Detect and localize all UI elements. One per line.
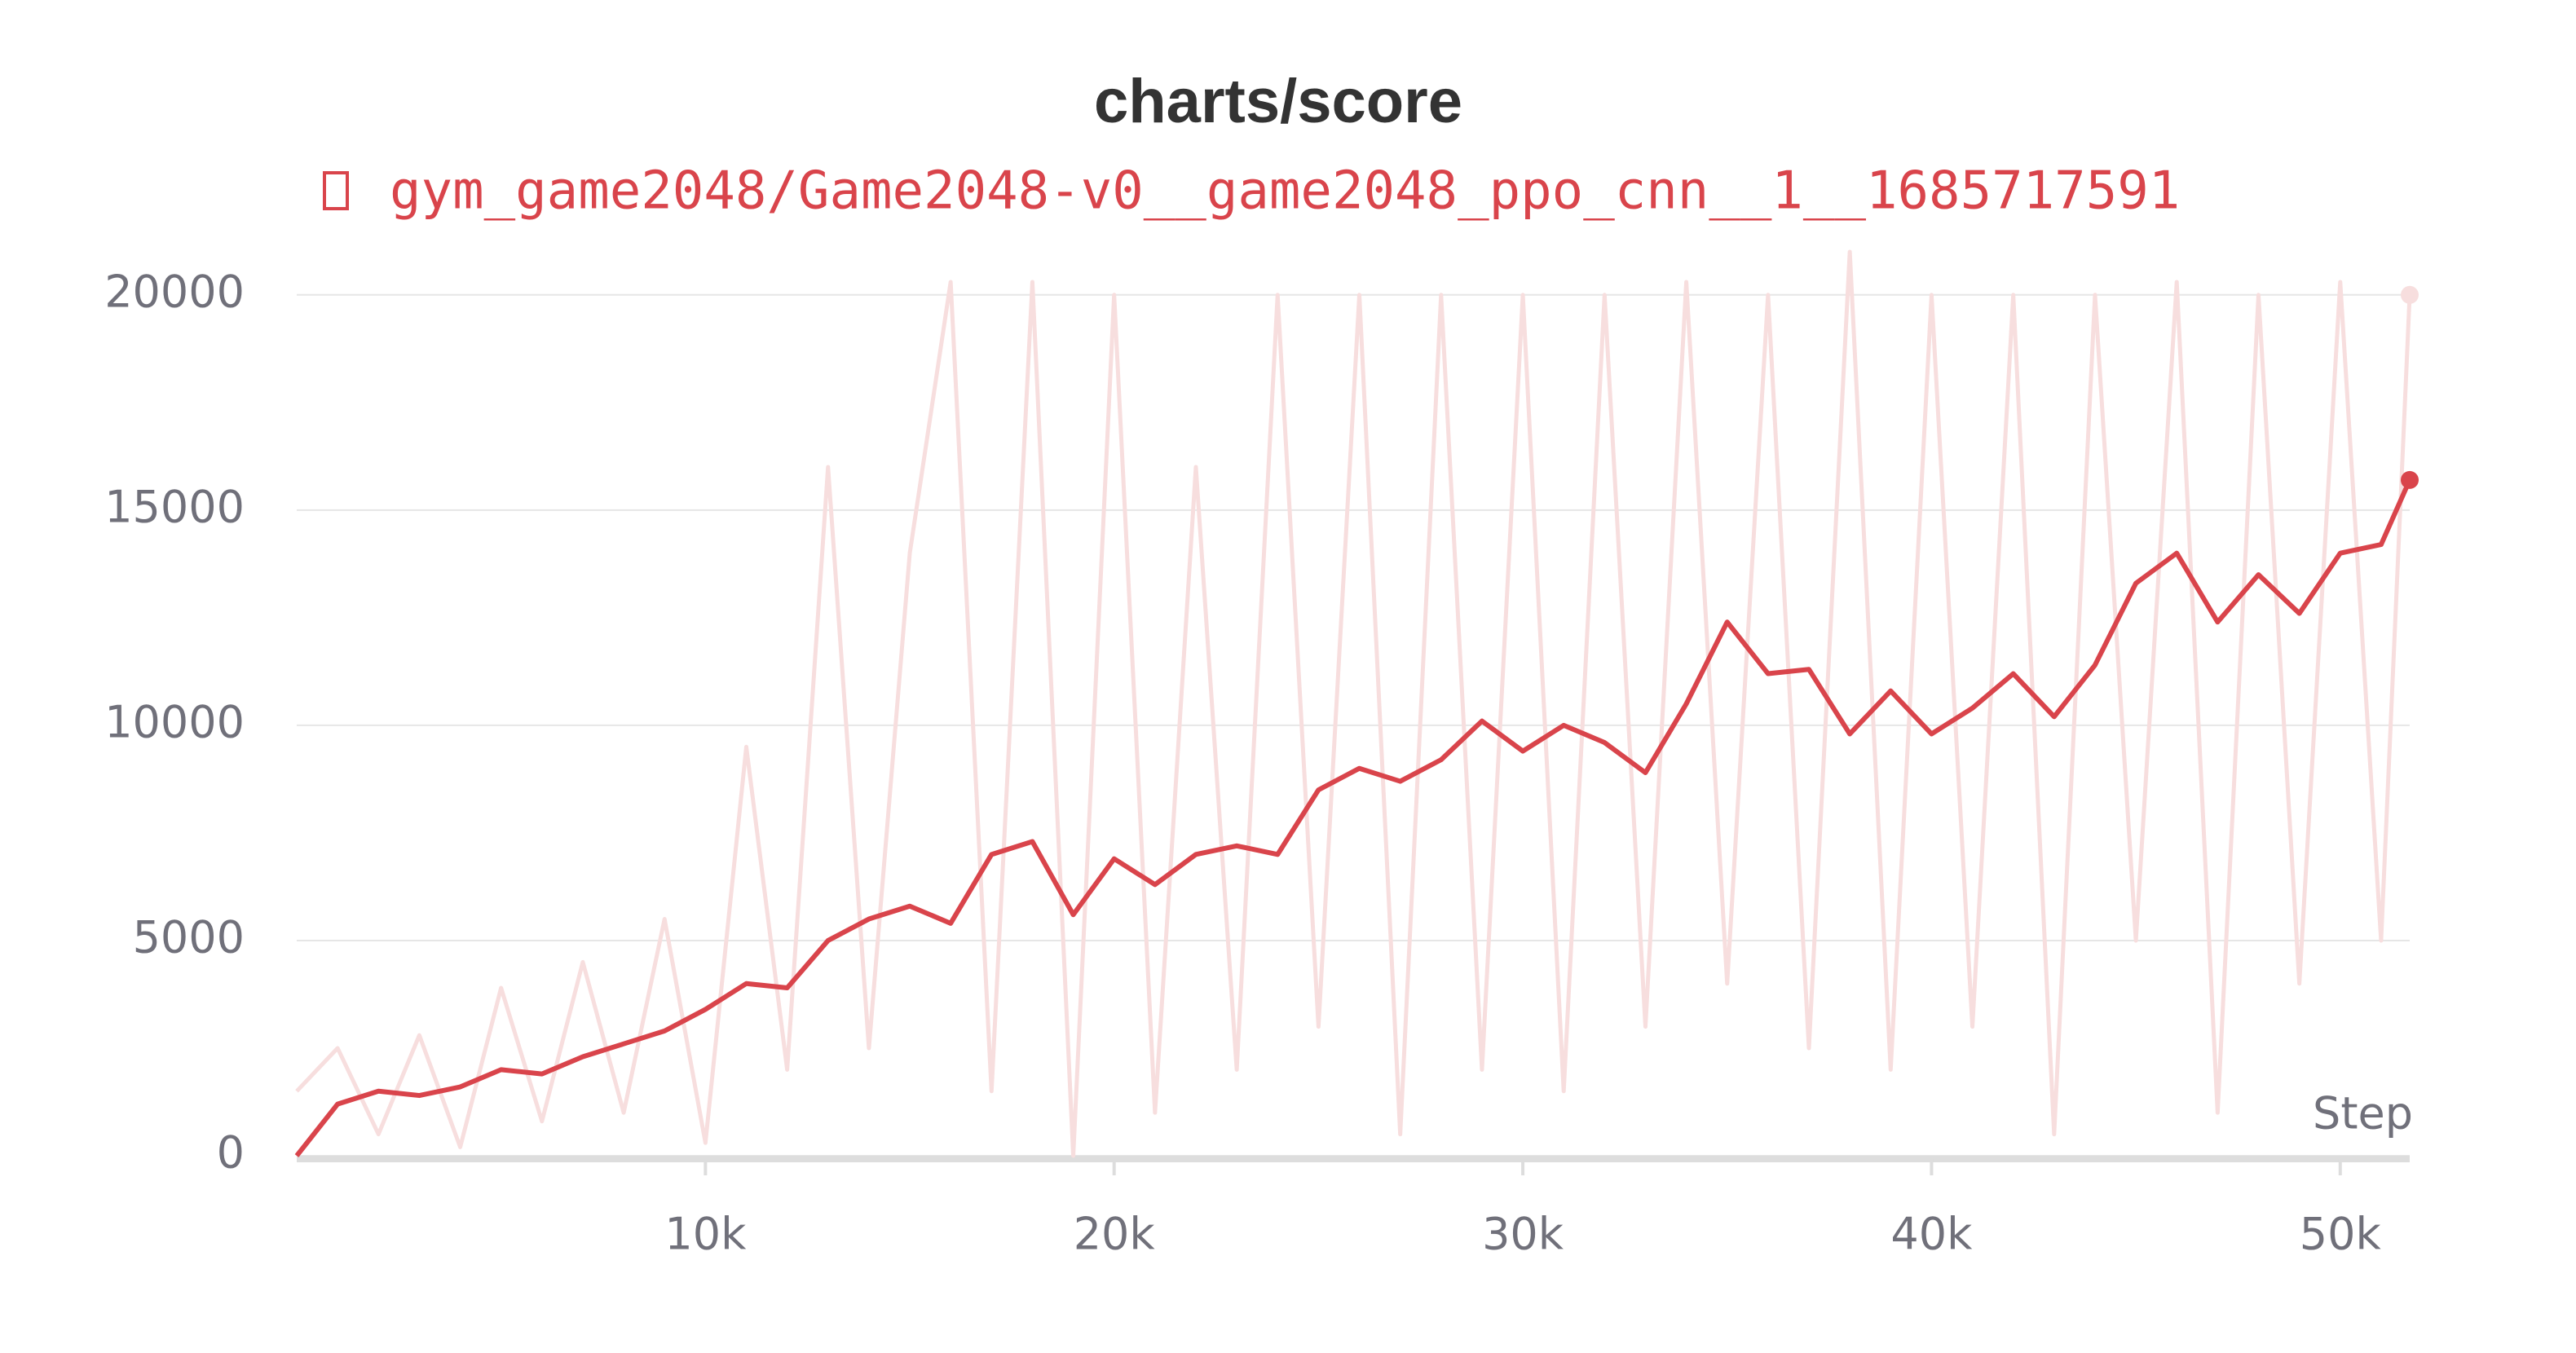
y-tick-label: 10000 [104, 697, 245, 748]
y-tick-label: 5000 [133, 912, 245, 963]
smoothed-line-end [2401, 470, 2419, 489]
chart-title: charts/score [1094, 67, 1462, 136]
y-tick-label: 0 [217, 1127, 245, 1179]
raw-line-end [2401, 285, 2419, 304]
x-tick-label: 40k [1890, 1209, 1973, 1260]
legend-icon [323, 171, 349, 210]
x-tick-label: 10k [664, 1209, 747, 1260]
y-tick-label: 20000 [104, 266, 245, 317]
smoothed-line [294, 478, 2412, 1157]
legend-label: gym_game2048/Game2048-v0__game2048_ppo_c… [390, 161, 2180, 222]
x-tick-label: 20k [1074, 1209, 1156, 1260]
x-tick-label: 50k [2300, 1209, 2382, 1260]
x-tick-label: 30k [1482, 1209, 1564, 1260]
raw-line [295, 249, 2412, 1158]
y-tick-label: 15000 [104, 481, 245, 532]
x-axis-label: Step [2313, 1088, 2413, 1139]
